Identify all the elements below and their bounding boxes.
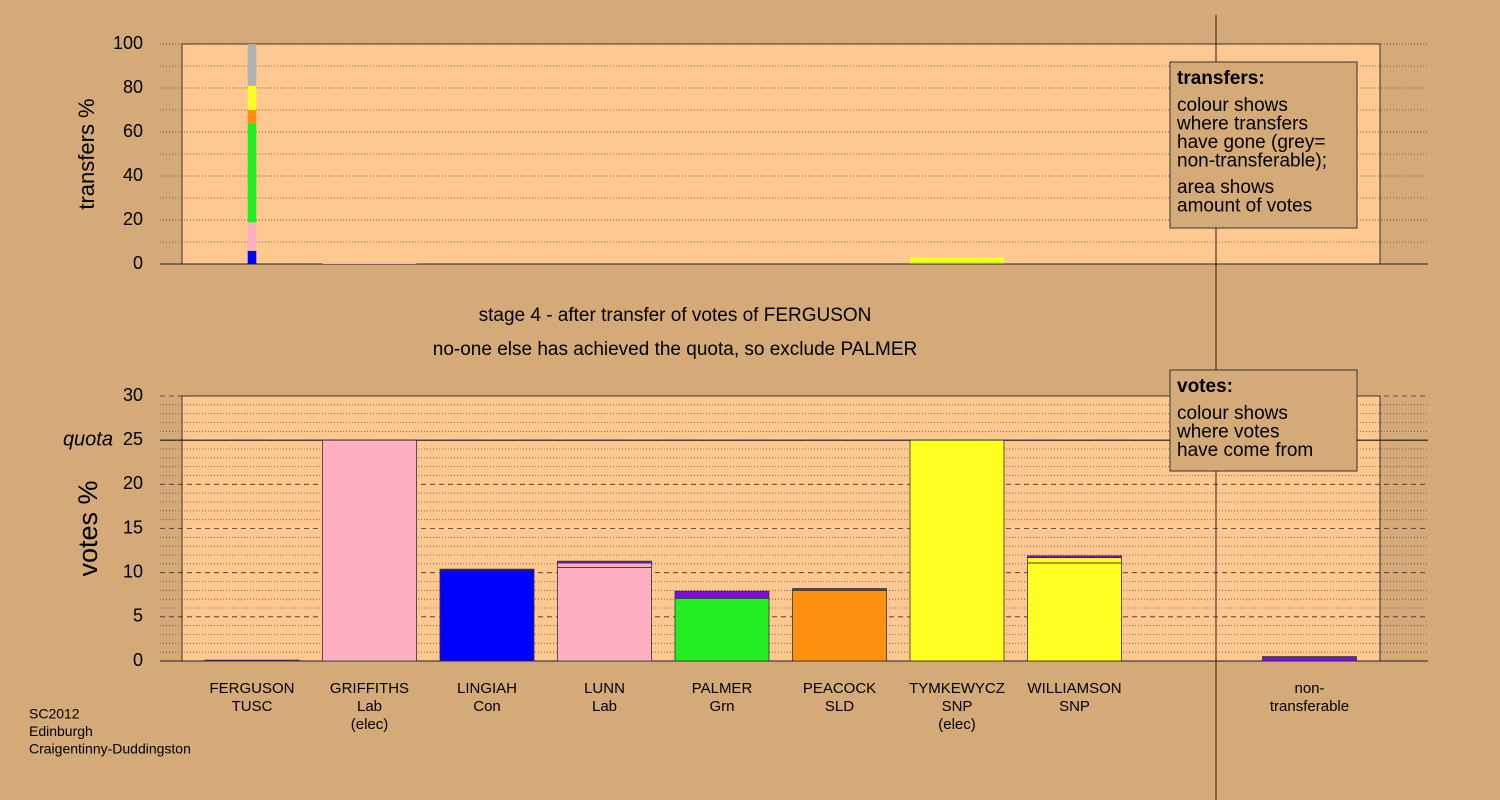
stage-text: stage 4 - after transfer of votes of FER… bbox=[479, 305, 872, 326]
bar-segment bbox=[792, 588, 887, 591]
x-tick-label: TYMKEWYCZ bbox=[909, 680, 1005, 697]
y-tick-label: 40 bbox=[123, 165, 143, 185]
x-tick-label: SLD bbox=[825, 698, 854, 715]
bar-segment bbox=[247, 110, 257, 124]
bar-segment bbox=[557, 566, 652, 662]
y-tick-label: 20 bbox=[123, 473, 143, 493]
x-tick-label: PALMER bbox=[692, 680, 753, 697]
bar-segment bbox=[439, 569, 535, 662]
note-text: where votes bbox=[1176, 422, 1279, 443]
footer-text: Craigentinny-Duddingston bbox=[29, 741, 191, 757]
y-tick-label: 80 bbox=[123, 77, 143, 97]
x-tick-label: Lab bbox=[592, 698, 617, 715]
bar-segment bbox=[674, 597, 770, 662]
note-title: transfers: bbox=[1177, 68, 1265, 89]
x-tick-label: transferable bbox=[1270, 698, 1349, 715]
x-tick-label: Grn bbox=[709, 698, 734, 715]
y-tick-label: 100 bbox=[113, 33, 143, 53]
x-tick-label: (elec) bbox=[351, 716, 389, 733]
bar-segment bbox=[1262, 656, 1357, 662]
note-text: non-transferable); bbox=[1177, 151, 1327, 172]
footer-text: Edinburgh bbox=[29, 723, 93, 739]
note-text: area shows bbox=[1177, 177, 1274, 198]
bar-segment bbox=[247, 250, 257, 264]
quota-label: quota bbox=[63, 428, 113, 450]
bar-segment bbox=[909, 439, 1005, 662]
x-tick-label: Lab bbox=[357, 698, 382, 715]
y-tick-label: 0 bbox=[133, 253, 143, 273]
note-text: have gone (grey= bbox=[1177, 132, 1325, 153]
x-tick-label: SNP bbox=[1059, 698, 1090, 715]
note-text: colour shows bbox=[1177, 95, 1288, 116]
y-axis-label: votes % bbox=[73, 480, 103, 576]
note-text: colour shows bbox=[1177, 403, 1288, 424]
x-tick-label: GRIFFITHS bbox=[330, 680, 409, 697]
x-tick-label: (elec) bbox=[938, 716, 976, 733]
bar-segment bbox=[557, 560, 652, 564]
x-tick-label: PEACOCK bbox=[803, 680, 876, 697]
y-tick-label: 25 bbox=[123, 429, 143, 449]
note-box bbox=[1169, 369, 1358, 472]
note-text: have come from bbox=[1177, 440, 1313, 461]
x-tick-label: LINGIAH bbox=[457, 680, 517, 697]
x-tick-label: WILLIAMSON bbox=[1027, 680, 1121, 697]
bar-segment bbox=[910, 257, 1004, 263]
bar-segment bbox=[322, 262, 417, 264]
x-tick-label: LUNN bbox=[584, 680, 625, 697]
y-tick-label: 0 bbox=[133, 650, 143, 670]
bar-segment bbox=[247, 85, 257, 110]
bar-segment bbox=[1027, 555, 1122, 559]
x-tick-label: SNP bbox=[942, 698, 973, 715]
note-text: where transfers bbox=[1176, 114, 1308, 135]
y-tick-label: 5 bbox=[133, 606, 143, 626]
y-tick-label: 30 bbox=[123, 385, 143, 405]
bar-segment bbox=[204, 659, 300, 662]
y-tick-label: 20 bbox=[123, 209, 143, 229]
bar-segment bbox=[557, 562, 652, 568]
y-tick-label: 60 bbox=[123, 121, 143, 141]
bar-segment bbox=[674, 590, 770, 599]
y-tick-label: 10 bbox=[123, 561, 143, 581]
x-tick-label: FERGUSON bbox=[209, 680, 294, 697]
bar-segment bbox=[247, 44, 257, 86]
bar-segment bbox=[1027, 562, 1122, 662]
stage-text: no-one else has achieved the quota, so e… bbox=[433, 339, 917, 360]
bar-segment bbox=[247, 123, 257, 223]
footer-text: SC2012 bbox=[29, 706, 80, 722]
bar-segment bbox=[322, 439, 417, 662]
x-tick-label: non- bbox=[1294, 680, 1324, 697]
note-box bbox=[1169, 61, 1358, 229]
bar-segment bbox=[1027, 557, 1122, 564]
bar-segment bbox=[910, 262, 1004, 264]
y-axis-label: transfers % bbox=[74, 98, 99, 209]
x-tick-label: TUSC bbox=[232, 698, 273, 715]
y-tick-label: 15 bbox=[123, 517, 143, 537]
note-title: votes: bbox=[1177, 376, 1233, 397]
bar-segment bbox=[439, 568, 535, 571]
x-tick-label: Con bbox=[473, 698, 501, 715]
bar-segment bbox=[247, 222, 257, 251]
bar-segment bbox=[792, 589, 887, 662]
note-text: amount of votes bbox=[1177, 196, 1312, 217]
